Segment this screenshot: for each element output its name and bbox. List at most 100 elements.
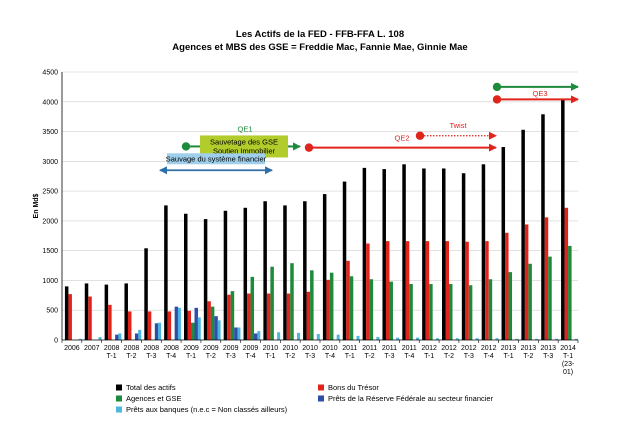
- twist-start-marker: [415, 131, 425, 140]
- x-tick-label: 2014 T-1 (23-01): [560, 345, 576, 376]
- bar-5: [396, 337, 400, 340]
- qe1-box-line1: Sauvetage des GSE: [210, 137, 278, 146]
- x-tick-label: 2009 T-1: [183, 345, 199, 360]
- bar-2: [306, 291, 311, 340]
- bar-2: [326, 279, 330, 340]
- bar-3: [548, 256, 552, 340]
- bar-1: [243, 207, 248, 340]
- bar-5: [138, 329, 142, 340]
- bar-3: [230, 291, 235, 340]
- bar-4: [174, 306, 179, 340]
- qe1-box-line2: Soutien Immobilier: [213, 146, 276, 155]
- bar-5: [217, 320, 221, 340]
- x-tick-label: 2012 T-4: [481, 345, 497, 360]
- bar-1: [501, 147, 506, 340]
- qe2-start-marker: [304, 143, 314, 152]
- qe3-label: QE3: [532, 89, 547, 98]
- x-tick-label: 2009 T-2: [203, 345, 219, 360]
- bar-2: [108, 304, 112, 340]
- legend-swatch-4: [318, 395, 324, 402]
- y-tick-label: 3500: [42, 129, 58, 136]
- bar-1: [84, 283, 89, 340]
- y-tick-label: 1000: [42, 278, 58, 285]
- bar-2: [127, 311, 132, 340]
- legend-swatch-1: [116, 384, 122, 391]
- bar-1: [402, 164, 406, 340]
- bar-4: [254, 333, 258, 340]
- bar-5: [316, 334, 320, 340]
- x-tick-label: 2011 T-3: [382, 345, 397, 360]
- qe1-label: QE1: [237, 125, 252, 134]
- bar-5: [435, 338, 439, 340]
- bar-2: [207, 301, 211, 340]
- legend-label-4: Prêts de la Réserve Fédérale au secteur …: [328, 394, 494, 403]
- x-tick-label: 2008 T-4: [163, 345, 179, 360]
- legend-label-3: Agences et GSE: [126, 394, 181, 403]
- bar-5: [336, 334, 340, 340]
- bar-3: [329, 272, 334, 340]
- bar-1: [322, 194, 327, 340]
- bar-2: [68, 294, 72, 340]
- y-tick-label: 2000: [42, 218, 58, 225]
- x-tick-label: 2008 T-3: [144, 345, 160, 360]
- bar-1: [481, 164, 486, 340]
- legend-swatch-3: [116, 395, 122, 402]
- x-tick-label: 2012 T-1: [421, 345, 437, 360]
- x-tick-label: 2010 T-1: [263, 345, 279, 360]
- bar-1: [541, 114, 545, 340]
- bar-1: [303, 201, 307, 340]
- bar-2: [544, 217, 549, 340]
- bar-5: [118, 333, 122, 340]
- x-tick-label: 2012 T-3: [461, 345, 477, 360]
- bar-5: [455, 338, 459, 340]
- bar-4: [115, 334, 119, 340]
- bar-3: [290, 263, 294, 340]
- legend-label-1: Total des actifs: [126, 383, 176, 392]
- y-axis-label: En Md$: [33, 193, 40, 218]
- x-tick-label: 2006: [64, 345, 80, 352]
- bar-5: [535, 338, 539, 340]
- bar-1: [362, 167, 367, 340]
- y-tick-label: 500: [46, 308, 58, 315]
- x-tick-label: 2007: [84, 345, 100, 352]
- qe1-box: [200, 135, 288, 158]
- bar-2: [425, 241, 430, 340]
- y-tick-label: 1500: [42, 248, 58, 255]
- bar-3: [429, 284, 433, 340]
- bar-5: [574, 338, 578, 340]
- bar-3: [568, 245, 572, 340]
- bar-1: [124, 283, 128, 340]
- bar-3: [270, 266, 274, 340]
- bar-1: [144, 248, 148, 340]
- bar-1: [382, 169, 386, 340]
- bar-2: [88, 296, 92, 340]
- bar-3: [210, 306, 215, 340]
- bar-3: [310, 270, 314, 340]
- bar-2: [247, 293, 251, 340]
- x-tick-label: 2011 T-1: [342, 345, 357, 360]
- bar-2: [385, 241, 390, 340]
- x-tick-label: 2013 T-2: [521, 345, 537, 360]
- x-tick-label: 2010 T-4: [322, 345, 338, 360]
- bar-5: [177, 307, 181, 340]
- y-tick-label: 0: [54, 338, 58, 345]
- x-tick-label: 2008 T-1: [104, 345, 120, 360]
- bar-1: [104, 284, 109, 340]
- bar-5: [158, 322, 162, 340]
- bar-2: [227, 294, 231, 340]
- bars: [64, 99, 578, 341]
- qe3-red-marker: [492, 95, 502, 104]
- x-tick-label: 2011 T-4: [402, 345, 417, 360]
- x-tick-label: 2010 T-2: [282, 345, 298, 360]
- legend-swatch-5: [116, 406, 122, 413]
- bar-3: [468, 285, 473, 340]
- bar-5: [475, 338, 479, 340]
- bar-5: [554, 338, 558, 340]
- chart-title: Les Actifs de la FED - FFB-FFA L. 108: [236, 29, 404, 40]
- bar-2: [485, 241, 489, 340]
- bar-1: [64, 286, 69, 340]
- y-tick-labels: 0 500 1000 1500 2000 2500 3000 3500 4000 4500: [42, 70, 58, 345]
- bar-4: [134, 333, 139, 340]
